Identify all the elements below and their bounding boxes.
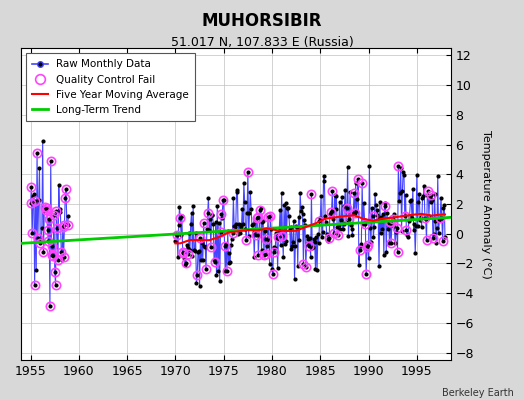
Legend: Raw Monthly Data, Quality Control Fail, Five Year Moving Average, Long-Term Tren: Raw Monthly Data, Quality Control Fail, … [26,53,195,121]
Text: MUHORSIBIR: MUHORSIBIR [202,12,322,30]
Y-axis label: Temperature Anomaly (°C): Temperature Anomaly (°C) [481,130,490,278]
Text: 51.017 N, 107.833 E (Russia): 51.017 N, 107.833 E (Russia) [171,36,353,49]
Text: Berkeley Earth: Berkeley Earth [442,388,514,398]
